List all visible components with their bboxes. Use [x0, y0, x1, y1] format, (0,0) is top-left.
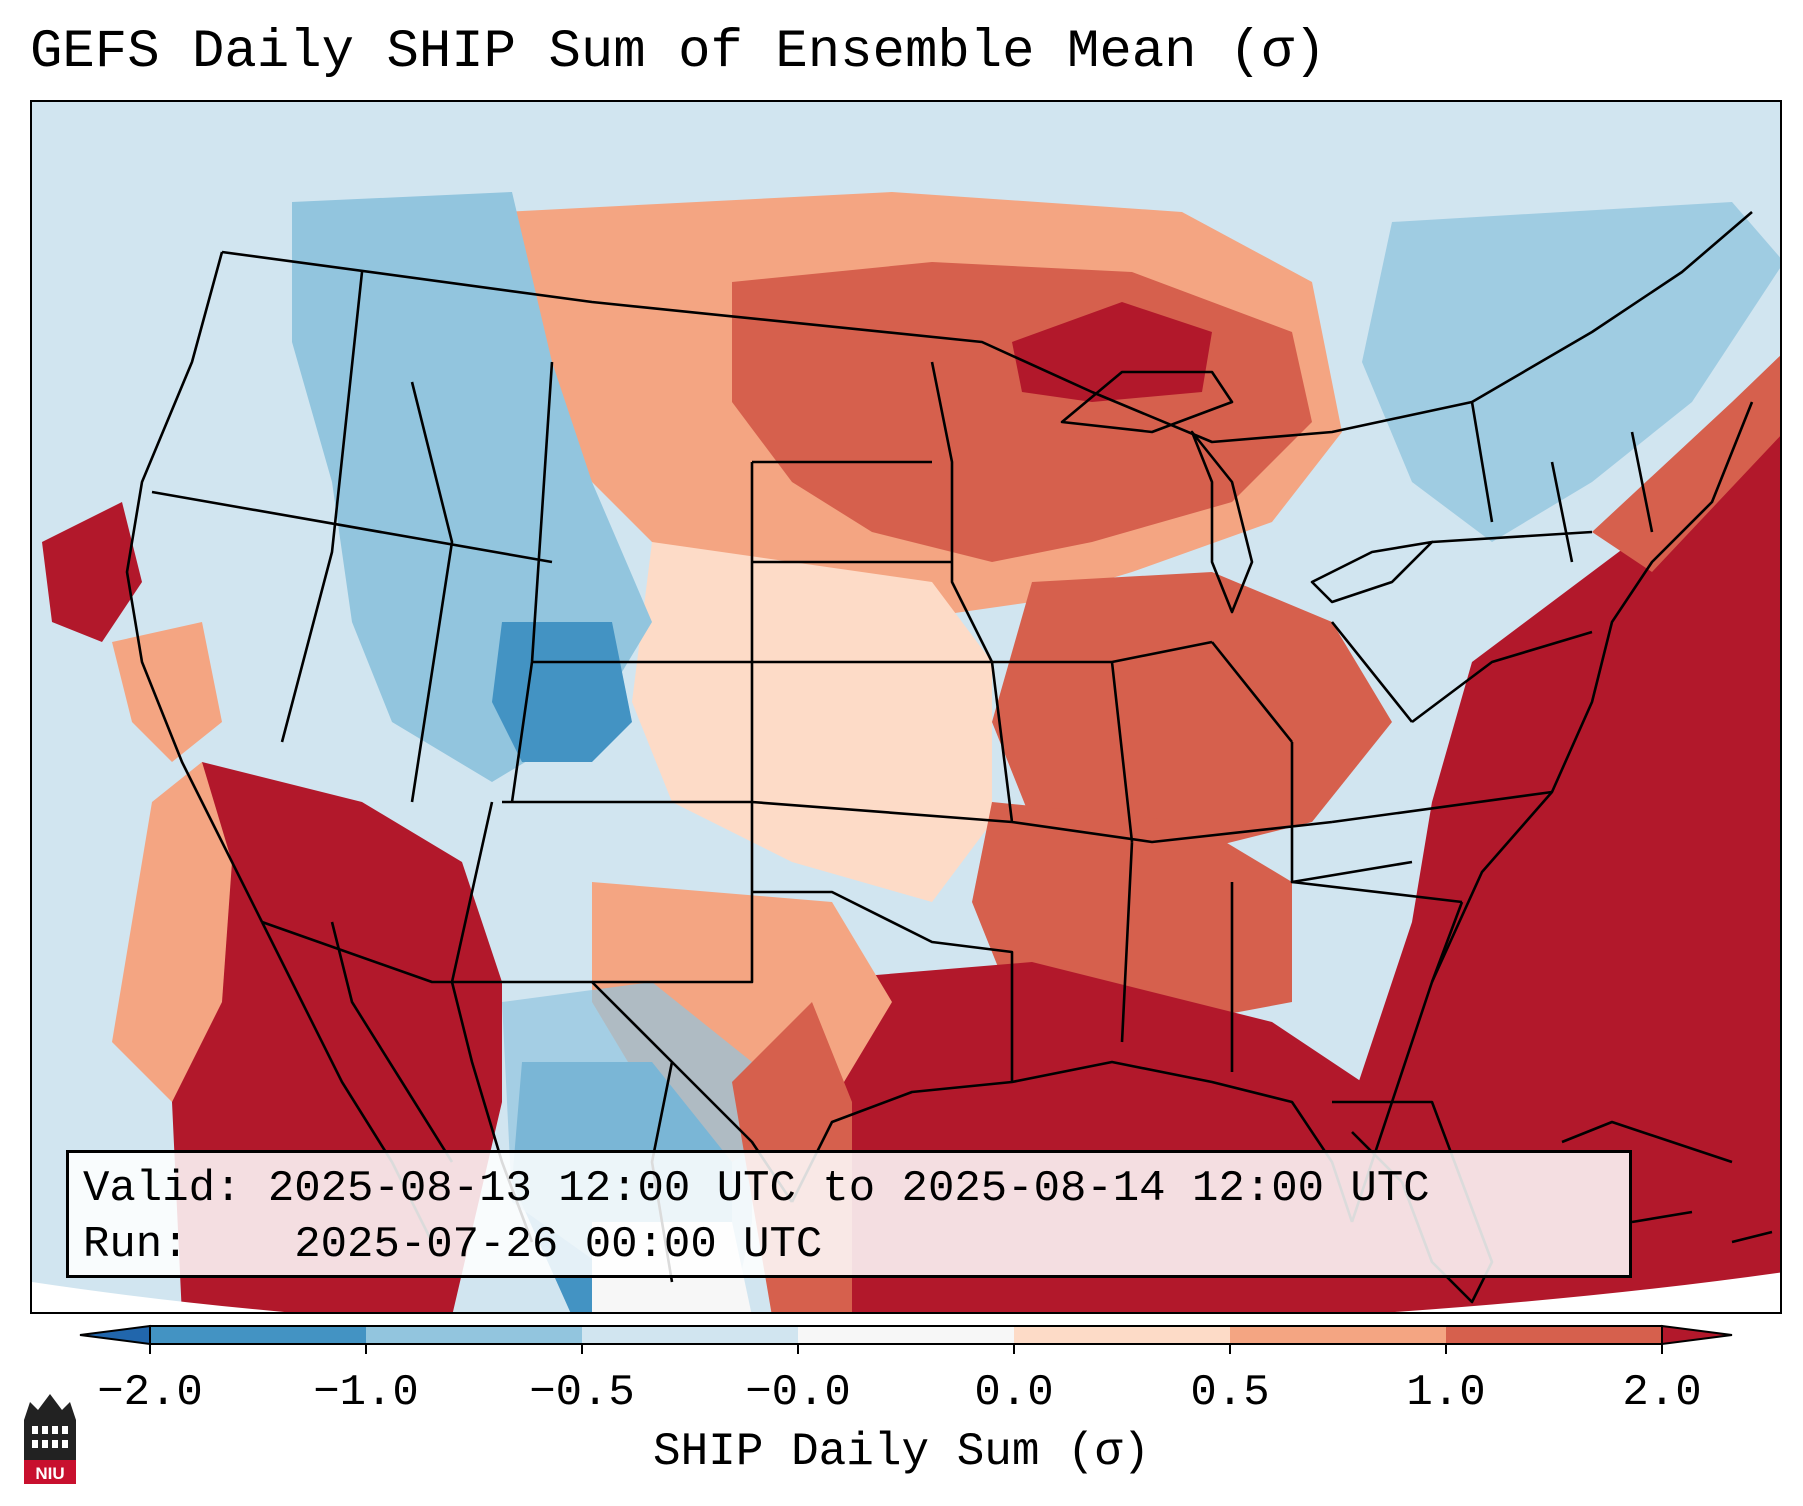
- gulf-coast: [790, 1060, 1354, 1223]
- colorbar-tick-label: −0.0: [745, 1368, 851, 1418]
- colorbar-tick-label: 2.0: [1622, 1368, 1701, 1418]
- atlantic-coast: [1350, 401, 1754, 1223]
- colorbar-tick-label: 1.0: [1406, 1368, 1485, 1418]
- colorbar-segment: [366, 1326, 582, 1344]
- state-lines-west: [151, 271, 1013, 983]
- great-lakes-michigan: [1190, 430, 1254, 614]
- colorbar-label: SHIP Daily Sum (σ): [653, 1426, 1150, 1478]
- region-ca-coast-hotspot: [42, 502, 142, 642]
- valid-run-info-box: Valid: 2025-08-13 12:00 UTC to 2025-08-1…: [66, 1150, 1632, 1278]
- state-lines-east: [1291, 401, 1654, 983]
- us-west-coast: [125, 251, 264, 923]
- run-time: 2025-07-26 00:00 UTC: [294, 1220, 823, 1270]
- great-lakes-erie: [1310, 540, 1434, 604]
- colorbar-extend-high: [1661, 1324, 1733, 1346]
- colorbar-tick-label: −0.5: [529, 1368, 635, 1418]
- region-northeast: [1362, 202, 1780, 542]
- region-west-coast-dots: [112, 622, 222, 762]
- colorbar: −2.0 −1.0 −0.5 −0.0 0.0 0.5 1.0 2.0: [79, 1324, 1733, 1418]
- projection-edge-mask: [32, 1272, 1780, 1312]
- university-tower-icon: NIU: [24, 1394, 76, 1484]
- colorbar-tick-label: −2.0: [97, 1368, 203, 1418]
- region-atlantic-edge: [1592, 355, 1780, 572]
- region-atlantic: [1332, 405, 1780, 1312]
- run-label: Run:: [83, 1220, 189, 1270]
- map-panel[interactable]: [30, 100, 1782, 1314]
- valid-time-range: 2025-08-13 12:00 UTC to 2025-08-14 12:00…: [267, 1164, 1430, 1214]
- colorbar-segment: [1230, 1326, 1446, 1344]
- colorbar-segment: [798, 1326, 1014, 1344]
- colorbar-segment: [582, 1326, 798, 1344]
- colorbar-segment: [150, 1326, 366, 1344]
- colorbar-extend-low: [79, 1324, 151, 1346]
- colorbar-segment: [1446, 1326, 1662, 1344]
- valid-label: Valid:: [83, 1164, 242, 1214]
- region-central-plains: [632, 542, 992, 902]
- colorbar-tick-label: −1.0: [313, 1368, 419, 1418]
- us-canada-border: [221, 211, 1753, 444]
- colorbar-border: [149, 1325, 1663, 1345]
- colorbar-segment: [1014, 1326, 1230, 1344]
- region-sw-fringe: [112, 762, 232, 1102]
- logo-text: NIU: [35, 1464, 64, 1483]
- caribbean-islands: [1561, 1120, 1773, 1244]
- map-title: GEFS Daily SHIP Sum of Ensemble Mean (σ): [30, 22, 1327, 83]
- state-lines-texas: [592, 822, 1014, 1082]
- anomaly-map[interactable]: [32, 102, 1782, 1314]
- great-lakes-superior: [1060, 370, 1234, 434]
- niu-logo: NIU: [20, 1390, 80, 1491]
- colorbar-tick-label: 0.0: [974, 1368, 1053, 1418]
- region-colorado: [492, 622, 632, 762]
- colorbar-tick-label: 0.5: [1190, 1368, 1269, 1418]
